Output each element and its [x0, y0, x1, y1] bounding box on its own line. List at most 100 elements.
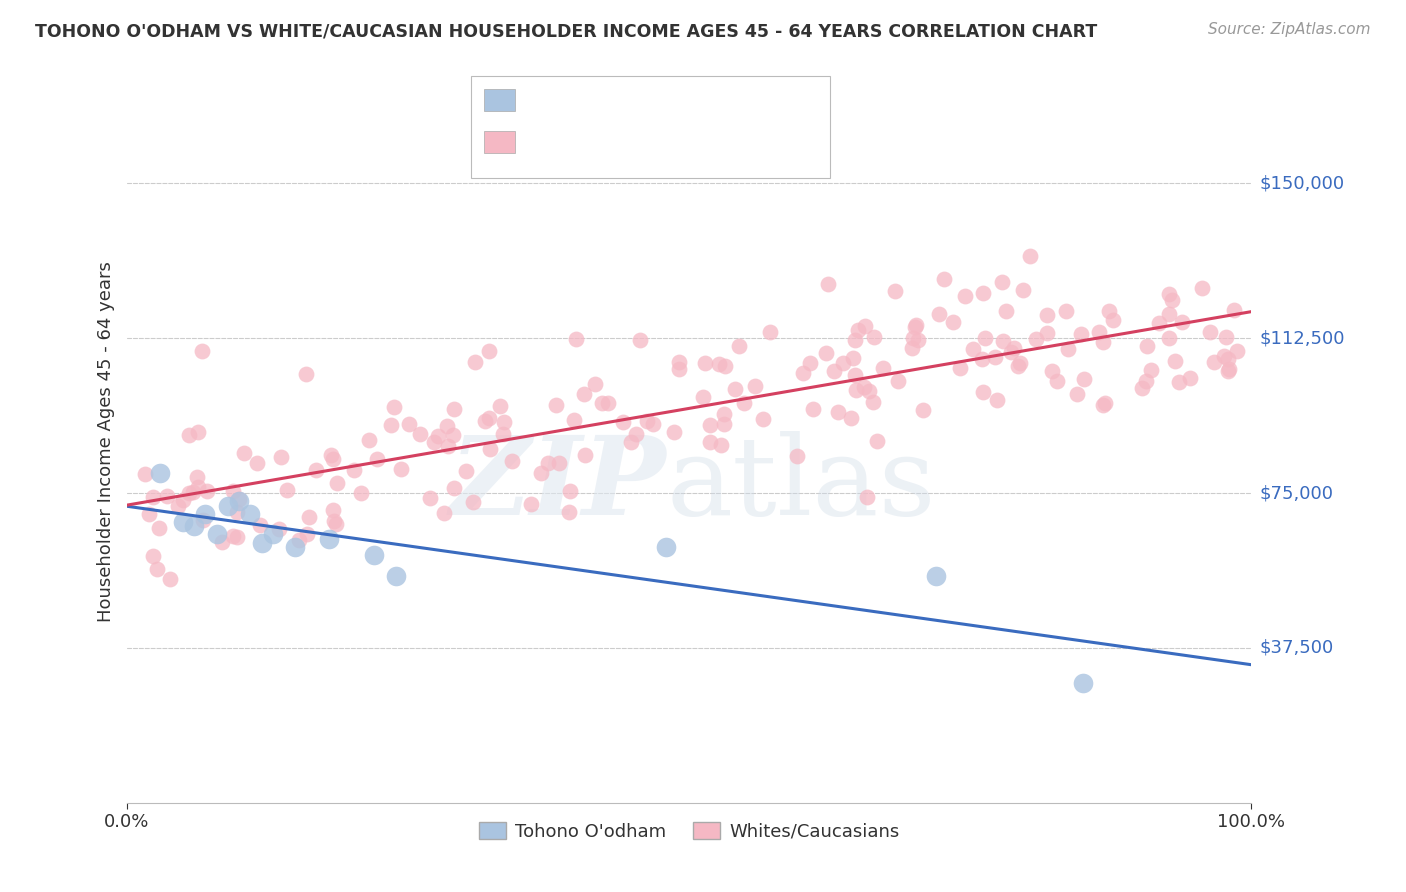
Point: [1199, 325, 1222, 339]
Point: [284, 540, 307, 554]
Point: [326, 475, 349, 490]
Point: [246, 456, 269, 470]
Point: [962, 342, 984, 356]
Point: [713, 407, 735, 421]
Point: [318, 532, 340, 546]
Point: [692, 390, 714, 404]
Point: [537, 456, 560, 470]
Point: [391, 461, 413, 475]
Point: [991, 334, 1014, 348]
Point: [205, 527, 228, 541]
Point: [250, 535, 273, 549]
Text: $37,500: $37,500: [1260, 639, 1334, 657]
Text: ZIP: ZIP: [450, 431, 666, 539]
Point: [598, 396, 620, 410]
Point: [972, 351, 994, 366]
Point: [558, 505, 581, 519]
Point: [288, 533, 311, 547]
Point: [841, 410, 863, 425]
Point: [142, 549, 165, 563]
Point: [380, 417, 402, 432]
Point: [1071, 676, 1094, 690]
Point: [1130, 381, 1153, 395]
Point: [1000, 345, 1022, 359]
Point: [855, 319, 877, 334]
Point: [141, 490, 163, 504]
Point: [478, 442, 501, 456]
Point: [1040, 364, 1063, 378]
Point: [932, 272, 955, 286]
Point: [461, 495, 484, 509]
Point: [398, 417, 420, 431]
Y-axis label: Householder Income Ages 45 - 64 years: Householder Income Ages 45 - 64 years: [97, 261, 115, 622]
Point: [1167, 375, 1189, 389]
Point: [249, 517, 271, 532]
Point: [489, 399, 512, 413]
Point: [172, 515, 194, 529]
Point: [1057, 343, 1080, 357]
Point: [1066, 387, 1088, 401]
Point: [1073, 372, 1095, 386]
Text: R =  0.746   N = 200: R = 0.746 N = 200: [522, 130, 725, 150]
Point: [1046, 374, 1069, 388]
Point: [186, 469, 208, 483]
Point: [1218, 364, 1240, 378]
Point: [1008, 355, 1031, 369]
Point: [574, 387, 596, 401]
Point: [382, 401, 405, 415]
Point: [1012, 283, 1035, 297]
Point: [156, 489, 179, 503]
Point: [815, 346, 838, 360]
Point: [1160, 293, 1182, 307]
Point: [710, 438, 733, 452]
Point: [134, 467, 156, 482]
Point: [145, 562, 167, 576]
Point: [262, 527, 284, 541]
Point: [187, 480, 209, 494]
Point: [955, 289, 977, 303]
Point: [239, 507, 262, 521]
Point: [501, 454, 523, 468]
Point: [1157, 331, 1180, 345]
Text: atlas: atlas: [666, 432, 936, 539]
Point: [911, 403, 934, 417]
Point: [799, 356, 821, 370]
Point: [972, 385, 994, 400]
Point: [948, 361, 970, 376]
Point: [1149, 316, 1171, 330]
Point: [905, 318, 928, 332]
Point: [1025, 332, 1047, 346]
Point: [846, 323, 869, 337]
Point: [478, 343, 501, 358]
Point: [350, 486, 373, 500]
Point: [844, 368, 866, 382]
Point: [1091, 398, 1114, 412]
Point: [713, 417, 735, 431]
Point: [841, 351, 863, 365]
Point: [148, 521, 170, 535]
Point: [668, 362, 690, 376]
Point: [733, 396, 755, 410]
Text: $150,000: $150,000: [1260, 175, 1344, 193]
Point: [994, 303, 1017, 318]
Point: [325, 517, 347, 532]
Point: [564, 332, 586, 346]
Point: [903, 319, 925, 334]
Point: [322, 452, 344, 467]
Point: [792, 366, 814, 380]
Point: [884, 285, 907, 299]
Point: [1171, 315, 1194, 329]
Point: [177, 486, 200, 500]
Point: [443, 402, 465, 417]
Point: [817, 277, 839, 291]
Point: [903, 331, 925, 345]
Point: [1204, 355, 1226, 369]
Point: [853, 380, 876, 394]
Point: [478, 411, 501, 425]
Point: [562, 413, 585, 427]
Point: [222, 484, 245, 499]
Point: [1157, 286, 1180, 301]
Point: [363, 548, 385, 562]
Point: [544, 398, 567, 412]
Point: [1226, 343, 1249, 358]
